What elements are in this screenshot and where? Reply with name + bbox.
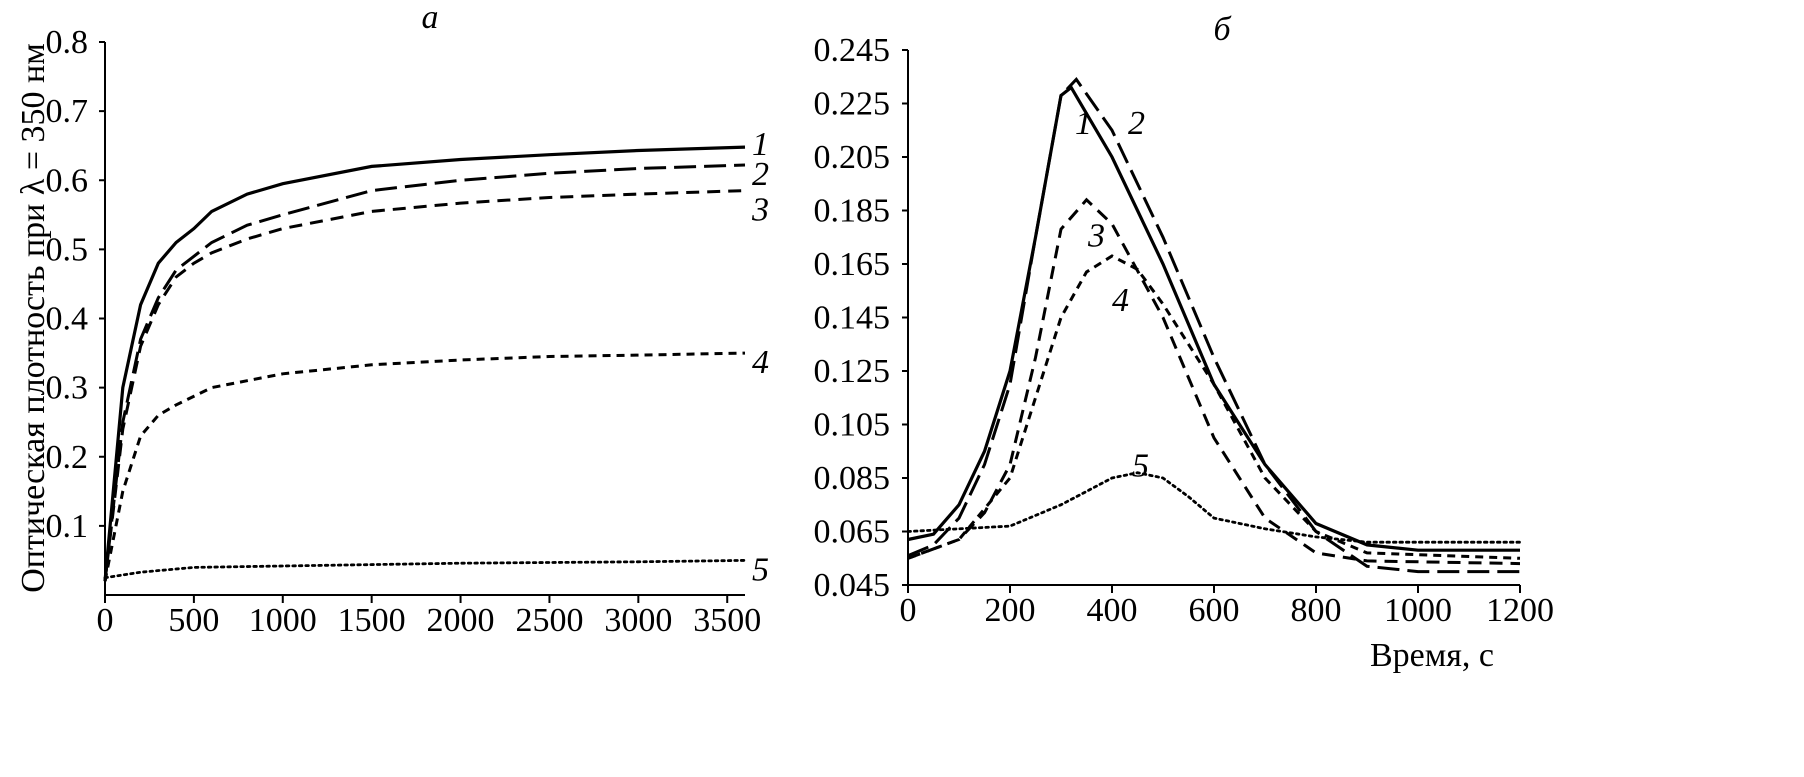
- panel-label: а: [422, 0, 439, 36]
- panel-b-chart: 0.045 0.065 0.085 0.105 0.125 0.145 0.165 0.185…: [814, 11, 1555, 674]
- series-line-3: [907, 197, 1521, 566]
- y-axis-title: Оптическая плотность при λ = 350 нм: [15, 43, 52, 593]
- curve-label-1: 1: [752, 126, 769, 163]
- y-tick-label: 0.1: [46, 508, 89, 545]
- y-tick-label: 0.2: [46, 439, 89, 476]
- y-tick-label: 0.185: [814, 193, 891, 230]
- series-line-1: [103, 145, 746, 582]
- y-tick-label: 0.205: [814, 139, 891, 176]
- series-line-4: [907, 254, 1521, 560]
- curve-label-3: 3: [751, 192, 769, 229]
- curve-label-4: 4: [752, 344, 769, 381]
- x-tick-label: 400: [1087, 592, 1138, 629]
- x-tick-label: 1200: [1486, 592, 1554, 629]
- x-tick-label: 600: [1189, 592, 1240, 629]
- curve-label-5: 5: [752, 551, 769, 588]
- series-line-4: [103, 351, 746, 582]
- y-tick-label: 0.145: [814, 300, 891, 337]
- y-tick-label: 0.3: [46, 370, 89, 407]
- x-tick-label: 3000: [604, 602, 672, 639]
- x-tick-label: 1000: [1384, 592, 1452, 629]
- series-line-2: [103, 163, 746, 582]
- x-tick-label: 0: [900, 592, 917, 629]
- y-tick-label: 0.245: [814, 32, 891, 69]
- y-tick-label: 0.7: [46, 93, 89, 130]
- x-tick-label: 2000: [427, 602, 495, 639]
- curve-label-3: 3: [1087, 218, 1105, 255]
- x-tick-label: 2500: [515, 602, 583, 639]
- x-tick-label: 3500: [693, 602, 761, 639]
- y-tick-label: 0.065: [814, 514, 891, 551]
- panel-a-chart: 0.1 0.2 0.3 0.4 0.5 0.6 0.7 0.8 0 500 1000 1500 2000…: [15, 0, 769, 639]
- y-tick-label: 0.8: [46, 24, 89, 61]
- series-line-5: [103, 559, 747, 580]
- curve-label-5: 5: [1132, 448, 1149, 485]
- y-tick-label: 0.4: [46, 301, 89, 338]
- y-tick-label: 0.165: [814, 246, 891, 283]
- curve-label-2: 2: [752, 156, 769, 193]
- panel-label: б: [1213, 11, 1232, 48]
- x-tick-label: 800: [1291, 592, 1342, 629]
- series-line-1: [907, 85, 1520, 552]
- curve-label-1: 1: [1075, 105, 1092, 142]
- y-tick-label: 0.125: [814, 353, 891, 390]
- x-axis-title: Время, с: [1370, 637, 1494, 674]
- series-line-3: [103, 189, 746, 582]
- x-tick-label: 1500: [338, 602, 406, 639]
- y-tick-label: 0.6: [46, 162, 89, 199]
- y-tick-label: 0.105: [814, 407, 891, 444]
- y-tick-label: 0.5: [46, 231, 89, 268]
- curve-label-2: 2: [1128, 105, 1145, 142]
- x-tick-label: 500: [168, 602, 219, 639]
- y-tick-label: 0.225: [814, 86, 891, 123]
- x-tick-label: 1000: [249, 602, 317, 639]
- y-tick-label: 0.085: [814, 460, 891, 497]
- x-tick-label: 0: [97, 602, 114, 639]
- series-line-2: [907, 77, 1520, 574]
- series-line-5: [906, 471, 1522, 544]
- x-tick-label: 200: [985, 592, 1036, 629]
- y-tick-label: 0.045: [814, 567, 891, 604]
- curve-label-4: 4: [1112, 282, 1129, 319]
